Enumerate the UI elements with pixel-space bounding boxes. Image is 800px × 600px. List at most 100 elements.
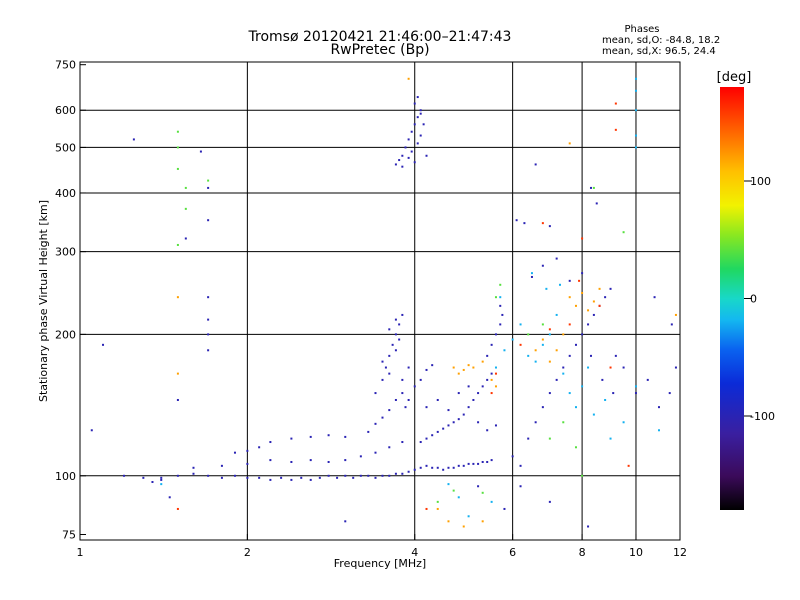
data-point	[501, 313, 504, 316]
data-point	[462, 368, 465, 371]
data-point	[207, 333, 210, 336]
data-point	[457, 418, 460, 421]
data-point	[436, 466, 439, 469]
data-point	[246, 462, 249, 465]
data-point	[176, 130, 179, 133]
data-point	[477, 392, 480, 395]
data-point	[416, 142, 419, 145]
data-point	[555, 349, 558, 352]
data-point	[581, 272, 584, 275]
data-point	[523, 222, 526, 225]
colorbar: [deg] 100 0 -100	[717, 70, 775, 510]
data-point	[657, 429, 660, 432]
data-point	[481, 385, 484, 388]
data-point	[574, 304, 577, 307]
data-point	[490, 459, 493, 462]
data-point	[367, 474, 370, 477]
data-point	[425, 507, 428, 510]
data-point	[519, 343, 522, 346]
data-point	[481, 360, 484, 363]
colorbar-tick-label: -100	[750, 410, 775, 423]
data-point	[462, 413, 465, 416]
data-point	[258, 446, 261, 449]
data-point	[401, 472, 404, 475]
data-point	[527, 354, 530, 357]
data-point	[413, 468, 416, 471]
data-point	[436, 398, 439, 401]
data-point	[634, 146, 637, 149]
data-point	[548, 360, 551, 363]
data-point	[462, 464, 465, 467]
scatter-points	[90, 77, 677, 528]
data-point	[160, 483, 163, 486]
data-point	[132, 138, 135, 141]
data-point	[416, 116, 419, 119]
data-point	[515, 219, 518, 222]
data-point	[160, 476, 163, 479]
data-point	[388, 474, 391, 477]
data-point	[419, 134, 422, 137]
data-point	[477, 421, 480, 424]
data-point	[674, 313, 677, 316]
data-point	[374, 422, 377, 425]
data-point	[457, 372, 460, 375]
data-point	[589, 354, 592, 357]
data-point	[367, 430, 370, 433]
data-point	[519, 485, 522, 488]
data-point	[499, 323, 502, 326]
data-point	[657, 406, 660, 409]
data-point	[388, 409, 391, 412]
data-point	[568, 354, 571, 357]
data-point	[609, 287, 612, 290]
data-point	[447, 520, 450, 523]
data-point	[587, 309, 590, 312]
data-point	[398, 159, 401, 162]
data-point	[290, 460, 293, 463]
data-point	[472, 462, 475, 465]
data-point	[436, 430, 439, 433]
data-point	[207, 349, 210, 352]
data-point	[503, 349, 506, 352]
data-point	[381, 378, 384, 381]
data-point	[384, 366, 387, 369]
data-point	[634, 385, 637, 388]
data-point	[541, 222, 544, 225]
data-point	[388, 328, 391, 331]
y-tick-label: 200	[55, 328, 76, 341]
data-point	[581, 385, 584, 388]
data-point	[318, 476, 321, 479]
data-point	[398, 338, 401, 341]
data-point	[425, 437, 428, 440]
data-point	[519, 323, 522, 326]
data-point	[614, 354, 617, 357]
data-point	[327, 474, 330, 477]
data-point	[614, 128, 617, 131]
data-point	[499, 304, 502, 307]
data-point	[541, 343, 544, 346]
data-point	[419, 466, 422, 469]
data-point	[233, 474, 236, 477]
phases-heading: Phases	[624, 24, 659, 35]
data-point	[425, 154, 428, 157]
data-point	[574, 343, 577, 346]
data-point	[447, 409, 450, 412]
data-point	[176, 296, 179, 299]
data-point	[374, 451, 377, 454]
data-point	[425, 368, 428, 371]
data-point	[176, 372, 179, 375]
data-point	[344, 520, 347, 523]
data-point	[359, 455, 362, 458]
y-tick-label: 600	[55, 104, 76, 117]
data-point	[568, 323, 571, 326]
data-point	[519, 464, 522, 467]
data-point	[622, 421, 625, 424]
data-point	[541, 264, 544, 267]
data-point	[494, 385, 497, 388]
data-point	[562, 372, 565, 375]
data-point	[467, 385, 470, 388]
data-point	[548, 333, 551, 336]
data-point	[207, 296, 210, 299]
data-point	[388, 354, 391, 357]
data-point	[494, 372, 497, 375]
